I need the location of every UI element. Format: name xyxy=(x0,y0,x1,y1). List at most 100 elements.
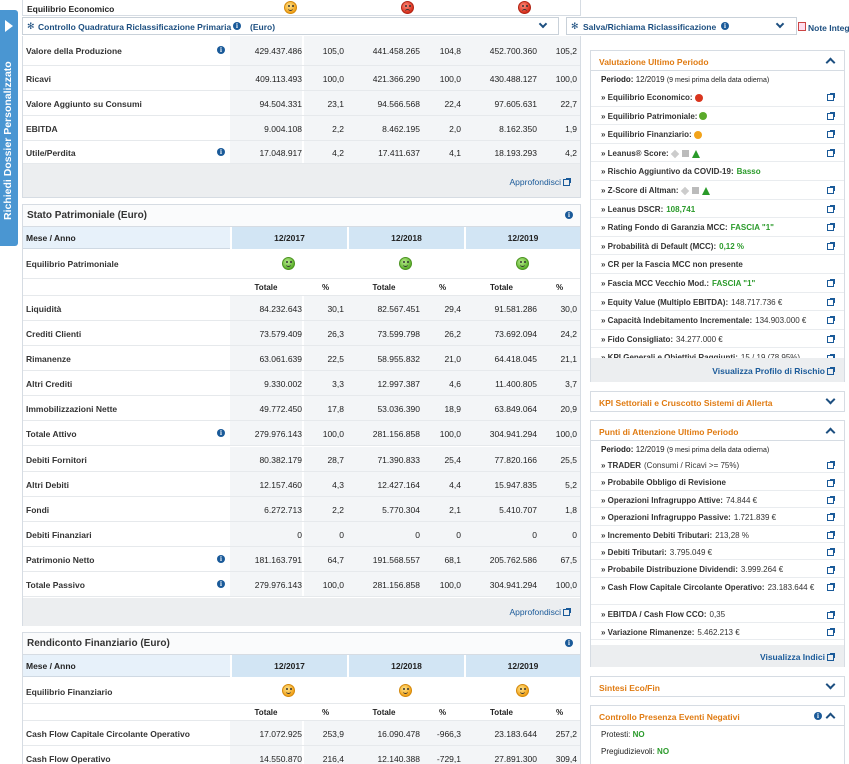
list-item[interactable]: » Operazioni Infragruppo Attive: 74.844 € xyxy=(591,491,844,509)
external-link-icon[interactable] xyxy=(825,460,835,470)
external-link-icon[interactable] xyxy=(825,564,835,574)
list-item[interactable]: » Rating Fondo di Garanzia MCC: FASCIA "1… xyxy=(591,218,844,237)
item-value: 5.462.213 € xyxy=(697,627,740,637)
periodo-note: (9 mesi prima della data odierna) xyxy=(666,77,770,84)
list-item[interactable]: » Cash Flow Capitale Circolante Operativ… xyxy=(591,578,844,606)
info-icon[interactable]: i xyxy=(217,555,225,563)
external-link-icon[interactable] xyxy=(825,129,835,139)
visualizza-indici-link[interactable]: Visualizza Indici xyxy=(760,652,835,662)
salva-richiama-dropdown[interactable]: ✻ Salva/Richiama Riclassificazione i xyxy=(566,17,797,35)
list-item[interactable]: » Probabile Obbligo di Revisione xyxy=(591,473,844,491)
external-link-icon[interactable] xyxy=(825,148,835,158)
cell-bg xyxy=(304,497,347,521)
cell-bg xyxy=(421,472,464,496)
row-label: Crediti Clienti xyxy=(26,329,82,339)
list-item[interactable]: » EBITDA / Cash Flow CCO: 0,35 xyxy=(591,605,844,623)
item-value: 0,35 xyxy=(709,610,726,620)
list-item[interactable]: » Variazione Rimanenze: 5.462.213 € xyxy=(591,623,844,641)
panel-header[interactable]: Controllo Presenza Eventi Negativi i xyxy=(591,706,844,726)
cell-value: 94.566.568 xyxy=(377,99,420,109)
row-label: Altri Crediti xyxy=(26,379,73,389)
kpi-settoriali-panel[interactable]: KPI Settoriali e Cruscotto Sistemi di Al… xyxy=(590,391,845,412)
external-link-icon[interactable] xyxy=(825,627,835,637)
external-link-icon[interactable] xyxy=(825,204,835,214)
info-icon[interactable]: i xyxy=(217,46,225,54)
external-link-icon[interactable] xyxy=(825,278,835,288)
cell-bg xyxy=(421,36,464,65)
cell-bg xyxy=(230,447,302,471)
external-link-icon[interactable] xyxy=(825,297,835,307)
panel-header[interactable]: Punti di Attenzione Ultimo Periodo xyxy=(591,421,844,441)
dossier-side-tab[interactable]: Richiedi Dossier Personalizzato xyxy=(0,10,18,246)
info-icon[interactable]: i xyxy=(217,429,225,437)
external-link-icon[interactable] xyxy=(825,495,835,505)
external-link-icon[interactable] xyxy=(825,241,835,251)
item-label: » Fascia MCC Vecchio Mod.: FASCIA "1" xyxy=(601,279,816,288)
external-link-icon[interactable] xyxy=(825,222,835,232)
panel-header[interactable]: Valutazione Ultimo Periodo xyxy=(591,51,844,71)
item-text: » Variazione Rimanenze: xyxy=(601,627,695,637)
quadratura-dropdown[interactable]: ✻ Controllo Quadratura Riclassificazione… xyxy=(22,17,559,35)
item-text: » Debiti Tributari: xyxy=(601,548,667,557)
cell-bg xyxy=(230,547,302,571)
external-link-icon[interactable] xyxy=(825,315,835,325)
external-link-icon[interactable] xyxy=(825,609,835,619)
external-link-icon[interactable] xyxy=(825,334,835,344)
cell-value: 5.410.707 xyxy=(499,505,537,515)
list-item[interactable]: » Rischio Aggiuntivo da COVID-19: Basso xyxy=(591,162,844,181)
list-item[interactable]: » Debiti Tributari: 3.795.049 € xyxy=(591,543,844,561)
list-item[interactable]: » Equilibrio Finanziario: xyxy=(591,125,844,144)
info-icon[interactable]: i xyxy=(565,639,573,647)
external-link-icon[interactable] xyxy=(825,111,835,121)
info-icon[interactable]: i xyxy=(217,580,225,588)
cell-value: 100,0 xyxy=(322,580,344,590)
item-text: » TRADER xyxy=(601,461,642,470)
external-link-icon[interactable] xyxy=(825,185,835,195)
approfondisci-link[interactable]: Approfondisci xyxy=(509,177,571,187)
info-icon[interactable]: i xyxy=(814,712,822,720)
info-icon[interactable]: i xyxy=(233,22,241,30)
list-item[interactable]: » Capacità Indebitamento Incrementale: 13… xyxy=(591,311,844,330)
list-item[interactable]: » Leanus® Score: xyxy=(591,144,844,163)
external-link-icon[interactable] xyxy=(825,477,835,487)
list-item[interactable]: » Incremento Debiti Tributari: 213,28 % xyxy=(591,526,844,543)
conto-economico-panel: Valore della Produzione i 429.437.486 105,0… xyxy=(22,36,581,198)
cell-bg xyxy=(230,66,302,90)
external-link-icon[interactable] xyxy=(825,547,835,557)
approfondisci-link[interactable]: Approfondisci xyxy=(509,607,571,617)
list-item[interactable]: » Equilibrio Patrimoniale: xyxy=(591,107,844,126)
info-icon[interactable]: i xyxy=(721,22,729,30)
info-icon[interactable]: i xyxy=(217,148,225,156)
list-item[interactable]: » CR per la Fascia MCC non presente xyxy=(591,255,844,274)
cell-bg xyxy=(464,321,539,345)
list-item[interactable]: » Leanus DSCR: 108,741 xyxy=(591,200,844,219)
external-link-icon[interactable] xyxy=(825,582,835,592)
status-orange-icon xyxy=(284,1,297,14)
info-icon[interactable]: i xyxy=(565,211,573,219)
cell-bg xyxy=(539,296,580,320)
external-link-icon[interactable] xyxy=(825,92,835,102)
row-label: Equilibrio Patrimoniale xyxy=(26,259,119,269)
profilo-rischio-link[interactable]: Visualizza Profilo di Rischio xyxy=(712,366,835,376)
list-item[interactable]: » Fido Consigliato: 34.277.000 € xyxy=(591,330,844,349)
list-item[interactable]: » Fascia MCC Vecchio Mod.: FASCIA "1" xyxy=(591,274,844,293)
col-pct: % xyxy=(438,283,447,292)
external-link-icon[interactable] xyxy=(825,512,835,522)
list-item[interactable]: » Probabilità di Default (MCC): 0,12 % xyxy=(591,237,844,256)
table-row: Totale Attivo i 279.976.143 100,0 281.156.85… xyxy=(23,421,580,446)
list-item[interactable]: » Equilibrio Economico: xyxy=(591,88,844,107)
cell-bg xyxy=(539,497,580,521)
cell-bg xyxy=(421,91,464,115)
list-item[interactable]: » Equity Value (Multiplo EBITDA): 148.717… xyxy=(591,293,844,312)
list-item[interactable]: » Z-Score di Altman: xyxy=(591,181,844,200)
list-item[interactable]: » Probabile Distribuzione Dividendi: 3.99… xyxy=(591,560,844,578)
list-item[interactable]: » Operazioni Infragruppo Passive: 1.721.8… xyxy=(591,508,844,526)
list-item[interactable]: » TRADER (Consumi / Ricavi >= 75%) xyxy=(591,456,844,474)
note-integrative-link[interactable]: Note Integ xyxy=(798,19,849,35)
row-label: Debiti Finanziari xyxy=(26,530,92,540)
cell-value: 12.997.387 xyxy=(377,379,420,389)
cell-value: 191.568.557 xyxy=(372,555,420,565)
external-link-icon[interactable] xyxy=(825,530,835,540)
sintesi-panel[interactable]: Sintesi Eco/Fin xyxy=(590,676,845,697)
cell-bg xyxy=(347,371,421,395)
